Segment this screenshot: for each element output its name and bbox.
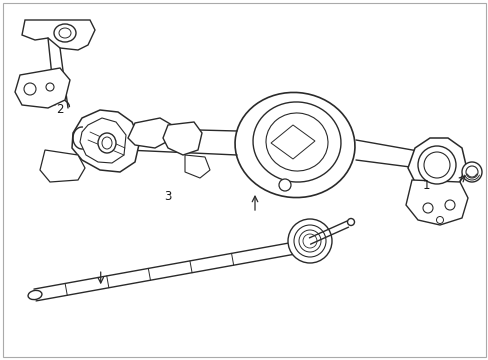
Polygon shape: [40, 150, 85, 182]
Ellipse shape: [54, 24, 76, 42]
Polygon shape: [72, 110, 140, 172]
Polygon shape: [405, 180, 467, 225]
Ellipse shape: [287, 219, 331, 263]
Text: 3: 3: [163, 190, 171, 203]
Ellipse shape: [461, 162, 481, 182]
Ellipse shape: [46, 83, 54, 91]
Text: 2: 2: [56, 103, 63, 116]
Ellipse shape: [422, 203, 432, 213]
Ellipse shape: [417, 146, 455, 184]
Ellipse shape: [347, 219, 354, 225]
Text: 1: 1: [422, 179, 429, 192]
Polygon shape: [80, 118, 126, 163]
Polygon shape: [407, 138, 465, 192]
Polygon shape: [163, 122, 202, 155]
Polygon shape: [22, 20, 95, 50]
Ellipse shape: [265, 113, 327, 171]
Polygon shape: [128, 118, 172, 148]
Ellipse shape: [279, 179, 290, 191]
Ellipse shape: [252, 102, 340, 182]
Polygon shape: [270, 125, 314, 159]
Ellipse shape: [98, 133, 116, 153]
Ellipse shape: [436, 216, 443, 224]
Ellipse shape: [24, 83, 36, 95]
Polygon shape: [184, 155, 209, 178]
Polygon shape: [15, 68, 70, 108]
Ellipse shape: [444, 200, 454, 210]
Ellipse shape: [235, 93, 354, 198]
Ellipse shape: [28, 291, 42, 300]
